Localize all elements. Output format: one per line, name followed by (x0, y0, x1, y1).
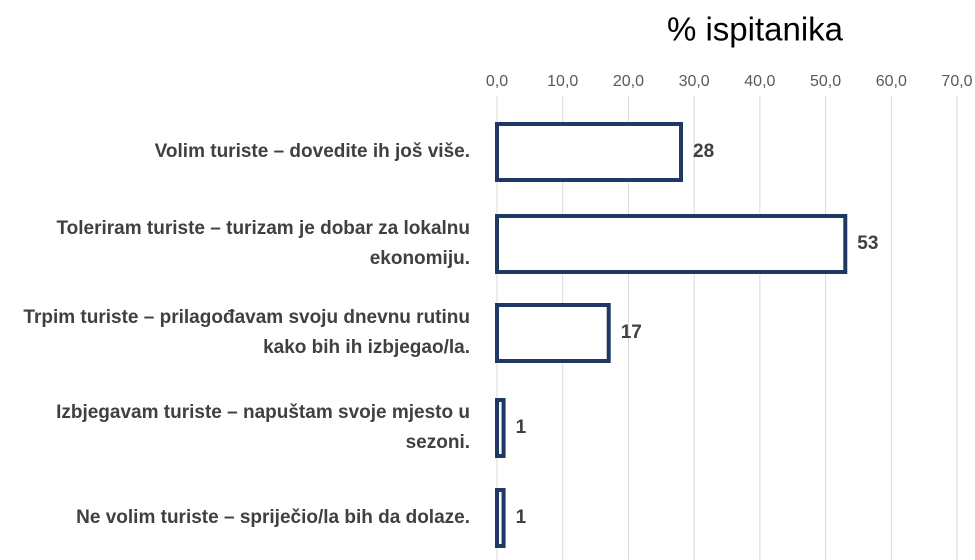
category-label: Izbjegavam turiste – napuštam svoje mjes… (56, 402, 470, 453)
x-tick-label: 10,0 (547, 73, 578, 90)
x-tick-label: 50,0 (810, 73, 841, 90)
x-tick-label: 40,0 (744, 73, 775, 90)
x-tick-label: 60,0 (876, 73, 907, 90)
chart-title: % ispitanika (667, 11, 844, 48)
category-label: Volim turiste – dovedite ih još više. (154, 141, 470, 162)
bar (495, 122, 683, 182)
category-label: Trpim turiste – prilagođavam svoju dnevn… (23, 307, 470, 358)
value-label: 17 (621, 322, 642, 343)
value-label: 28 (693, 141, 714, 162)
category-label: Toleriram turiste – turizam je dobar za … (56, 218, 470, 269)
value-label: 53 (857, 233, 878, 254)
x-tick-label: 0,0 (486, 73, 508, 90)
category-label: Ne volim turiste – spriječio/la bih da d… (76, 507, 470, 528)
bar (495, 214, 848, 274)
bar (495, 398, 506, 458)
value-label: 1 (516, 507, 527, 528)
x-tick-label: 70,0 (941, 73, 972, 90)
value-label: 1 (516, 417, 527, 438)
x-tick-label: 20,0 (613, 73, 644, 90)
bar (495, 488, 506, 548)
bar (495, 303, 611, 363)
x-tick-label: 30,0 (679, 73, 710, 90)
